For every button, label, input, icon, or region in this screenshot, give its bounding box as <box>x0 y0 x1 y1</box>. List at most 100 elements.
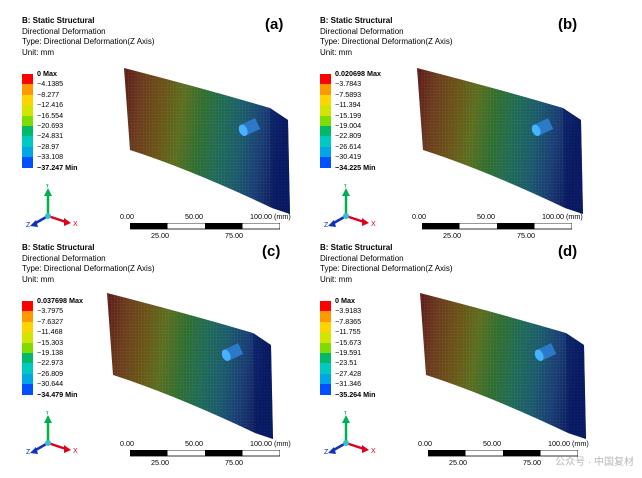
legend-swatch <box>22 363 33 374</box>
y-axis-label: Y <box>343 184 348 190</box>
legend-swatch <box>320 384 331 395</box>
cylinder-face <box>531 124 541 136</box>
header-result: Directional Deformation <box>22 253 106 263</box>
legend-value: −8.277 <box>37 89 60 99</box>
legend-value: −22.809 <box>335 131 362 141</box>
mesh-overlay <box>107 293 273 439</box>
x-axis-line <box>345 214 365 224</box>
legend-value: 0 Max <box>37 69 57 78</box>
legend-swatch <box>320 301 331 312</box>
legend-value: −34.479 Min <box>37 389 78 399</box>
cylinder-face <box>221 349 231 361</box>
y-axis-arrow <box>44 188 52 196</box>
legend-value: −20.693 <box>37 120 64 130</box>
legend-value: −23.51 <box>335 358 358 368</box>
panel-header: B: Static Structural Directional Deformat… <box>22 16 155 58</box>
z-axis-label: Z <box>324 449 329 456</box>
scale-label-top: 100.00 (mm) <box>250 439 291 448</box>
plate-edge <box>563 108 583 214</box>
legend-value: −12.416 <box>37 100 64 110</box>
legend-value: −11.755 <box>335 327 361 337</box>
scale-seg-1 <box>428 450 466 456</box>
legend-value: −26.614 <box>335 141 362 151</box>
scale-label-bottom: 75.00 <box>517 231 535 240</box>
legend-swatch <box>22 115 33 126</box>
header-title: B: Static Structural <box>22 243 95 252</box>
scale-label-top: 0.00 <box>120 212 134 221</box>
legend-swatch <box>22 342 33 353</box>
coordinate-triad: Y X Z <box>324 184 376 229</box>
legend-swatch <box>320 146 331 158</box>
legend-swatch <box>320 84 331 95</box>
legend-swatch <box>320 311 331 322</box>
legend-swatch <box>22 352 33 364</box>
triad-origin <box>45 440 51 446</box>
scale-seg-1 <box>130 223 168 229</box>
x-axis-label: X <box>73 221 78 228</box>
x-axis-label: X <box>371 448 376 455</box>
scale-label-top: 50.00 <box>483 439 501 448</box>
mesh-overlay <box>420 293 586 439</box>
y-axis-label: Y <box>45 184 50 190</box>
scale-seg-1 <box>130 450 168 456</box>
legend-value: −28.97 <box>37 141 60 151</box>
scale-label-bottom: 75.00 <box>225 231 243 240</box>
header-type: Type: Directional Deformation(Z Axis) <box>320 264 453 273</box>
plate-edge <box>566 333 586 439</box>
deformed-plate <box>124 68 290 214</box>
scale-label-top: 50.00 <box>185 212 203 221</box>
legend-swatch <box>320 352 331 364</box>
panel-header: B: Static Structural Directional Deformat… <box>320 243 453 285</box>
deformed-plate <box>417 68 583 214</box>
scale-label-bottom: 75.00 <box>225 458 243 467</box>
y-axis-arrow <box>44 415 52 423</box>
legend-value: −19.004 <box>335 120 362 130</box>
scale-seg-3 <box>205 450 243 456</box>
x-axis-line <box>47 214 67 224</box>
legend-swatch <box>320 94 331 106</box>
panel-label: (d) <box>558 243 578 260</box>
scale-label-top: 0.00 <box>418 439 432 448</box>
legend-value: −33.108 <box>37 152 64 162</box>
cylinder-face <box>534 349 544 361</box>
scale-label-top: 100.00 (mm) <box>250 212 291 221</box>
scale-label-bottom: 25.00 <box>151 231 169 240</box>
legend-value: −15.673 <box>335 337 362 347</box>
legend-swatch <box>320 363 331 374</box>
x-axis-arrow <box>362 445 369 453</box>
x-axis-label: X <box>73 448 78 455</box>
header-unit: Unit: mm <box>22 274 54 284</box>
triad-origin <box>45 213 51 219</box>
coordinate-triad: Y X Z <box>26 184 78 229</box>
scale-bar-graphic <box>130 450 280 457</box>
legend-value: −37.247 Min <box>37 162 78 172</box>
legend-swatch <box>320 157 331 168</box>
legend-swatch <box>320 342 331 353</box>
legend-swatch <box>320 136 331 147</box>
triad-origin <box>343 213 349 219</box>
legend-swatch <box>22 384 33 395</box>
plate-edge <box>270 108 290 214</box>
panel-label: (c) <box>262 243 281 260</box>
x-axis-arrow <box>362 218 369 226</box>
legend-value: −7.6327 <box>37 316 64 326</box>
header-title: B: Static Structural <box>320 243 393 252</box>
scale-seg-3 <box>497 223 535 229</box>
legend-swatch <box>22 136 33 147</box>
mesh-overlay <box>417 68 583 214</box>
legend-swatch <box>320 332 331 343</box>
legend-value: −30.644 <box>37 379 64 389</box>
cylinder-boss <box>238 118 261 136</box>
legend-swatch <box>320 115 331 126</box>
legend-value: 0.020698 Max <box>335 69 381 78</box>
legend-swatch <box>22 373 33 385</box>
scale-label-bottom: 25.00 <box>449 458 467 467</box>
x-axis-line <box>345 441 365 451</box>
z-axis-label: Z <box>324 222 329 229</box>
x-axis-arrow <box>64 218 71 226</box>
panel-d: B: Static Structural Directional Deformat… <box>320 243 620 468</box>
header-result: Directional Deformation <box>320 26 404 36</box>
legend-swatch <box>22 105 33 116</box>
z-axis-arrow <box>328 447 336 454</box>
legend-value: −3.7975 <box>37 306 64 316</box>
